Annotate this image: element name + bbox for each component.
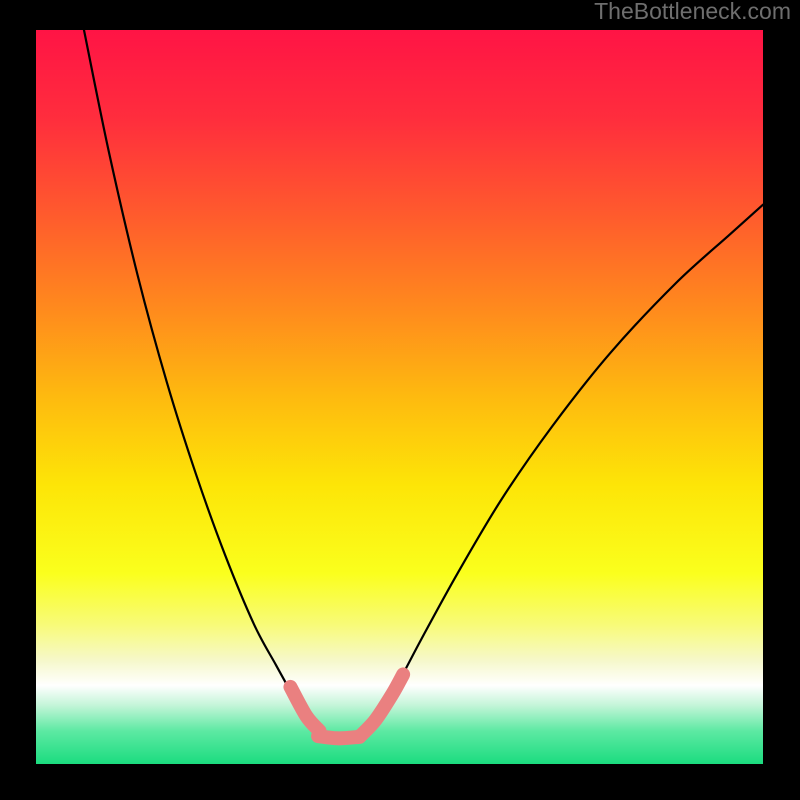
chart-stage: TheBottleneck.com	[0, 0, 800, 800]
plot-background-gradient	[36, 30, 763, 764]
chart-svg	[0, 0, 800, 800]
